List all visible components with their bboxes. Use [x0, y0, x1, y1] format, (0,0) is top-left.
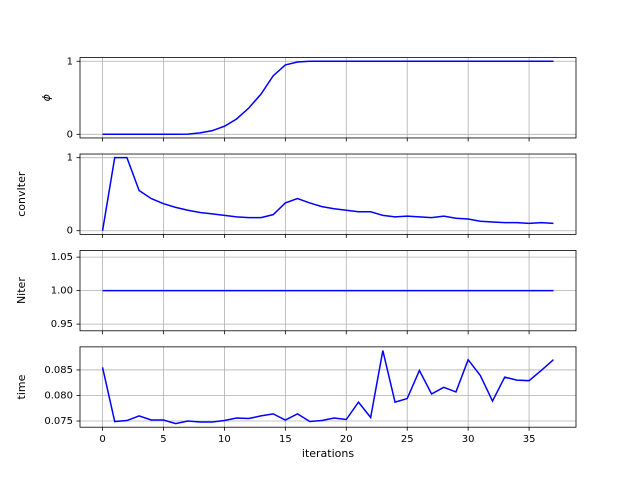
- y-axis-label: Niter: [15, 277, 28, 304]
- y-tick-label: 0: [67, 226, 73, 237]
- x-tick-label: 25: [401, 434, 414, 445]
- x-tick-label: 35: [523, 434, 536, 445]
- y-tick-label: 0.085: [44, 365, 73, 376]
- x-axis-label: iterations: [302, 447, 354, 460]
- y-axis-label: convIter: [15, 171, 28, 217]
- y-axis-label: time: [15, 374, 28, 399]
- data-line: [101, 156, 554, 231]
- y-tick-label: 1.00: [51, 286, 73, 297]
- x-tick-label: 5: [160, 434, 166, 445]
- x-tick-label: 0: [99, 434, 105, 445]
- axes-frame: [79, 57, 577, 139]
- axes-frame: [79, 153, 577, 235]
- x-tick-label: 10: [218, 434, 231, 445]
- x-tick-label: 30: [462, 434, 475, 445]
- x-tick-label: 15: [279, 434, 292, 445]
- data-line: [101, 350, 554, 425]
- axes-frame: [79, 346, 577, 428]
- y-tick-label: 0.080: [44, 390, 73, 401]
- y-tick-label: 0.075: [44, 416, 73, 427]
- y-tick-label: 0.95: [51, 319, 73, 330]
- y-axis-label: ϕ: [40, 94, 53, 101]
- data-line: [102, 60, 554, 136]
- y-tick-label: 1.05: [51, 252, 73, 263]
- x-tick-label: 20: [340, 434, 353, 445]
- y-tick-label: 1: [67, 56, 73, 67]
- axes-frame: [79, 250, 577, 332]
- y-tick-label: 1: [67, 153, 73, 164]
- y-tick-label: 0: [67, 129, 73, 140]
